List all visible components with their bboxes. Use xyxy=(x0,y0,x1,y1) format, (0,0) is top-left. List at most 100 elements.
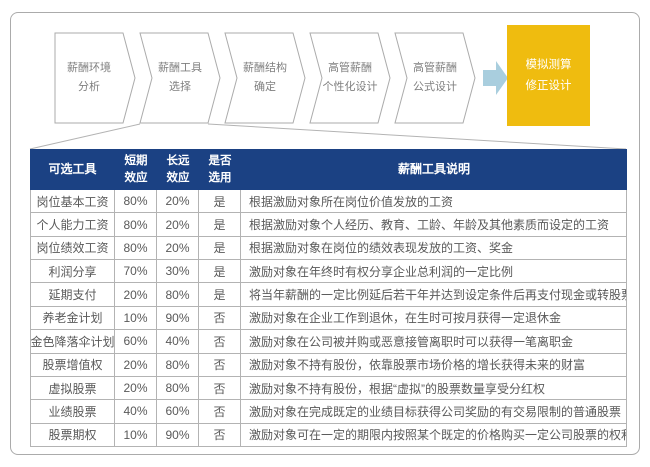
table-row: 虚拟股票 20% 80% 否 激励对象不持有股份，根据“虚拟”的股票数量享受分红… xyxy=(31,376,626,401)
short-term-value: 10% xyxy=(115,306,157,330)
header-tool-label: 可选工具 xyxy=(48,161,97,176)
selected-value: 是 xyxy=(199,213,241,236)
flow-step-highlight-line2: 修正设计 xyxy=(525,79,572,92)
header-long-term-line2: 效应 xyxy=(166,171,190,184)
table-row: 业绩股票 40% 60% 否 激励对象在完成既定的业绩目标获得公司奖励的有交易限… xyxy=(31,400,626,424)
tool-description: 激励对象在完成既定的业绩目标获得公司奖励的有交易限制的普通股票 xyxy=(249,404,622,419)
short-term-value: 40% xyxy=(115,400,157,423)
selected-value: 否 xyxy=(199,376,241,400)
short-term-value: 20% xyxy=(115,353,157,376)
header-description: 薪酬工具说明 xyxy=(241,149,627,190)
selected-value: 是 xyxy=(199,283,241,306)
short-term-value: 60% xyxy=(115,330,157,353)
long-term-value: 20% xyxy=(157,213,199,236)
tool-name: 个人能力工资 xyxy=(31,213,115,236)
tool-name: 利润分享 xyxy=(31,260,115,283)
header-selected-line2: 选用 xyxy=(208,171,232,184)
short-term-value: 20% xyxy=(115,283,157,306)
tool-description: 激励对象不持有股份，根据“虚拟”的股票数量享受分红权 xyxy=(249,381,545,396)
flow-step-3-line2: 确定 xyxy=(254,81,276,93)
short-term-value: 80% xyxy=(115,190,157,213)
header-selected-line1: 是否 xyxy=(208,154,232,167)
flow-step-3: 薪酬结构 确定 xyxy=(231,33,299,123)
table-row: 个人能力工资 80% 20% 是 根据激励对象个人经历、教育、工龄、年龄及其他素… xyxy=(31,213,626,237)
short-term-value: 70% xyxy=(115,260,157,283)
flow-step-2: 薪酬工具 选择 xyxy=(146,33,214,123)
tool-description: 激励对象可在一定的期限内按照某个既定的价格购买一定公司股票的权利 xyxy=(249,428,626,443)
header-long-term-line1: 长远 xyxy=(166,154,190,167)
flow-step-5-line1: 高管薪酬 xyxy=(413,61,457,74)
long-term-value: 80% xyxy=(157,353,199,376)
long-term-value: 60% xyxy=(157,400,199,423)
flow-step-5: 高管薪酬 公式设计 xyxy=(401,33,469,123)
table-row: 利润分享 70% 30% 是 激励对象在年终时有权分享企业总利润的一定比例 xyxy=(31,260,626,284)
long-term-value: 20% xyxy=(157,190,199,213)
tool-name: 养老金计划 xyxy=(31,306,115,330)
header-long-term: 长远 效应 xyxy=(157,149,199,190)
selected-value: 否 xyxy=(199,353,241,376)
short-term-value: 80% xyxy=(115,213,157,236)
selected-value: 是 xyxy=(199,190,241,213)
compensation-tools-table: 可选工具 短期 效应 长远 效应 是否 选用 薪酬工具说明 岗位基本工资 80% xyxy=(30,149,627,447)
selected-value: 否 xyxy=(199,423,241,446)
table-row: 金色降落伞计划 60% 40% 否 激励对象在公司被并购或恶意接管离职时可以获得… xyxy=(31,330,626,354)
short-term-value: 80% xyxy=(115,236,157,260)
table-row: 岗位绩效工资 80% 20% 是 根据激励对象在岗位的绩效表现发放的工资、奖金 xyxy=(31,236,626,261)
selected-value: 否 xyxy=(199,306,241,330)
selected-value: 是 xyxy=(199,260,241,283)
selected-value: 否 xyxy=(199,400,241,423)
tool-description: 根据激励对象在岗位的绩效表现发放的工资、奖金 xyxy=(249,241,514,256)
long-term-value: 90% xyxy=(157,423,199,446)
flow-step-highlight: 模拟测算 修正设计 xyxy=(507,25,590,126)
tool-description: 根据激励对象个人经历、教育、工龄、年龄及其他素质而设定的工资 xyxy=(249,218,610,233)
short-term-value: 10% xyxy=(115,423,157,446)
tool-description: 激励对象在公司被并购或恶意接管离职时可以获得一笔离职金 xyxy=(249,334,574,349)
tool-description: 将当年薪酬的一定比例延后若干年并达到设定条件后再支付现金或转股票 xyxy=(249,288,626,303)
long-term-value: 90% xyxy=(157,306,199,330)
table-row: 股票期权 10% 90% 否 激励对象可在一定的期限内按照某个既定的价格购买一定… xyxy=(31,423,626,446)
table-row: 岗位基本工资 80% 20% 是 根据激励对象所在岗位价值发放的工资 xyxy=(31,190,626,214)
header-selected: 是否 选用 xyxy=(199,149,241,190)
tool-name: 岗位基本工资 xyxy=(31,190,115,213)
flow-step-highlight-line1: 模拟测算 xyxy=(525,58,572,71)
flow-step-4-line2: 个性化设计 xyxy=(322,81,378,93)
table-row: 股票增值权 20% 80% 否 激励对象不持有股份，依靠股票市场价格的增长获得未… xyxy=(31,353,626,377)
short-term-value: 20% xyxy=(115,376,157,400)
tool-description: 激励对象在企业工作到退休，在生时可按月获得一定退休金 xyxy=(249,311,562,326)
flow-step-3-line1: 薪酬结构 xyxy=(243,61,287,74)
header-tool: 可选工具 xyxy=(30,149,115,190)
flow-step-1-line1: 薪酬环境 xyxy=(67,61,111,74)
selected-value: 是 xyxy=(199,236,241,260)
tool-description: 激励对象不持有股份，依靠股票市场价格的增长获得未来的财富 xyxy=(249,358,586,373)
header-short-term-line1: 短期 xyxy=(124,154,148,167)
tool-description: 激励对象在年终时有权分享企业总利润的一定比例 xyxy=(249,264,514,279)
tool-name: 金色降落伞计划 xyxy=(31,330,115,353)
flow-step-5-line2: 公式设计 xyxy=(413,81,457,93)
flow-step-4: 高管薪酬 个性化设计 xyxy=(314,33,386,123)
flow-step-1: 薪酬环境 分析 xyxy=(53,33,125,123)
tool-name: 股票增值权 xyxy=(31,353,115,376)
long-term-value: 40% xyxy=(157,330,199,353)
tool-name: 岗位绩效工资 xyxy=(31,236,115,260)
header-short-term: 短期 效应 xyxy=(115,149,157,190)
flow-step-1-line2: 分析 xyxy=(78,81,100,93)
table-row: 养老金计划 10% 90% 否 激励对象在企业工作到退休，在生时可按月获得一定退… xyxy=(31,306,626,331)
flow-step-2-line1: 薪酬工具 xyxy=(158,61,202,74)
table-row: 延期支付 20% 80% 是 将当年薪酬的一定比例延后若干年并达到设定条件后再支… xyxy=(31,283,626,307)
table-body: 岗位基本工资 80% 20% 是 根据激励对象所在岗位价值发放的工资 个人能力工… xyxy=(30,190,627,447)
table-header-row: 可选工具 短期 效应 长远 效应 是否 选用 薪酬工具说明 xyxy=(30,149,627,190)
flow-step-2-line2: 选择 xyxy=(169,81,191,93)
long-term-value: 20% xyxy=(157,236,199,260)
long-term-value: 80% xyxy=(157,376,199,400)
tool-name: 业绩股票 xyxy=(31,400,115,423)
selected-value: 否 xyxy=(199,330,241,353)
long-term-value: 30% xyxy=(157,260,199,283)
header-short-term-line2: 效应 xyxy=(124,171,148,184)
flow-step-4-line1: 高管薪酬 xyxy=(328,61,372,74)
tool-name: 股票期权 xyxy=(31,423,115,446)
tool-name: 延期支付 xyxy=(31,283,115,306)
header-description-label: 薪酬工具说明 xyxy=(397,161,470,176)
long-term-value: 80% xyxy=(157,283,199,306)
tool-description: 根据激励对象所在岗位价值发放的工资 xyxy=(249,194,454,209)
